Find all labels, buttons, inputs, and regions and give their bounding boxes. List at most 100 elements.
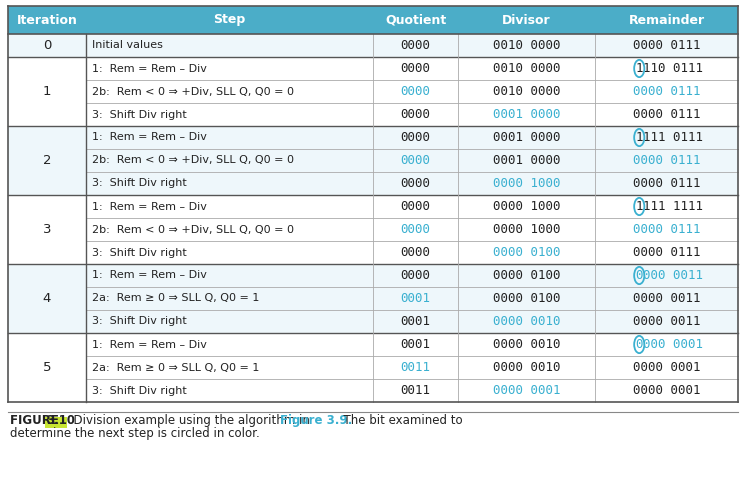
Text: 2b:  Rem < 0 ⇒ +Div, SLL Q, Q0 = 0: 2b: Rem < 0 ⇒ +Div, SLL Q, Q0 = 0 xyxy=(92,225,294,235)
Bar xyxy=(8,195,738,218)
Text: 0000 0100: 0000 0100 xyxy=(493,292,560,305)
Text: 0000: 0000 xyxy=(401,85,430,98)
Text: 3:  Shift Div right: 3: Shift Div right xyxy=(92,109,186,119)
Text: 0010 0000: 0010 0000 xyxy=(493,85,560,98)
Text: 110 0111: 110 0111 xyxy=(642,62,703,75)
Text: Iteration: Iteration xyxy=(16,13,78,27)
Text: Division example using the algorithm in: Division example using the algorithm in xyxy=(66,414,314,427)
Text: 000 0011: 000 0011 xyxy=(642,269,703,282)
Text: 1:  Rem = Rem – Div: 1: Rem = Rem – Div xyxy=(92,201,207,211)
Text: 3:  Shift Div right: 3: Shift Div right xyxy=(92,316,186,327)
Text: 0000: 0000 xyxy=(401,177,430,190)
Text: 1:  Rem = Rem – Div: 1: Rem = Rem – Div xyxy=(92,340,207,349)
Text: 4: 4 xyxy=(43,292,51,305)
Text: 0000: 0000 xyxy=(401,131,430,144)
Text: 0000 0001: 0000 0001 xyxy=(633,384,700,397)
Text: Step: Step xyxy=(213,13,245,27)
Bar xyxy=(8,172,738,195)
Text: 0000 0100: 0000 0100 xyxy=(493,246,560,259)
Text: 0000: 0000 xyxy=(401,108,430,121)
Bar xyxy=(8,80,738,103)
Text: 0000: 0000 xyxy=(401,200,430,213)
Bar xyxy=(8,6,738,34)
Bar xyxy=(8,34,738,57)
Text: 0000 0111: 0000 0111 xyxy=(633,154,700,167)
Text: 0: 0 xyxy=(636,338,643,351)
Text: 3:  Shift Div right: 3: Shift Div right xyxy=(92,179,186,189)
Text: Initial values: Initial values xyxy=(92,41,163,50)
Text: 0000 0100: 0000 0100 xyxy=(493,269,560,282)
Text: 3.10: 3.10 xyxy=(46,414,75,427)
Text: 2: 2 xyxy=(43,154,51,167)
Text: Divisor: Divisor xyxy=(502,13,551,27)
Text: 0000 1000: 0000 1000 xyxy=(493,200,560,213)
Text: 0011: 0011 xyxy=(401,361,430,374)
Text: 0000: 0000 xyxy=(401,223,430,236)
Text: 1: 1 xyxy=(636,131,643,144)
Bar xyxy=(8,310,738,333)
Text: 0000 0011: 0000 0011 xyxy=(633,315,700,328)
Text: 3:  Shift Div right: 3: Shift Div right xyxy=(92,386,186,396)
Bar xyxy=(8,126,738,149)
Text: 0001 0000: 0001 0000 xyxy=(493,131,560,144)
Text: 0001: 0001 xyxy=(401,338,430,351)
Text: 0000: 0000 xyxy=(401,246,430,259)
Text: 2b:  Rem < 0 ⇒ +Div, SLL Q, Q0 = 0: 2b: Rem < 0 ⇒ +Div, SLL Q, Q0 = 0 xyxy=(92,87,294,97)
Bar xyxy=(45,417,67,428)
Text: 0: 0 xyxy=(43,39,51,52)
Text: The bit examined to: The bit examined to xyxy=(336,414,463,427)
Text: 1: 1 xyxy=(636,200,643,213)
Text: 111 1111: 111 1111 xyxy=(642,200,703,213)
Text: 111 0111: 111 0111 xyxy=(642,131,703,144)
Text: 0000: 0000 xyxy=(401,154,430,167)
Text: Figure 3.9.: Figure 3.9. xyxy=(280,414,353,427)
Text: 0000 0001: 0000 0001 xyxy=(633,361,700,374)
Text: 2b:  Rem < 0 ⇒ +Div, SLL Q, Q0 = 0: 2b: Rem < 0 ⇒ +Div, SLL Q, Q0 = 0 xyxy=(92,155,294,165)
Text: 0000 0111: 0000 0111 xyxy=(633,85,700,98)
Text: 0001: 0001 xyxy=(401,315,430,328)
Text: 0001 0000: 0001 0000 xyxy=(493,154,560,167)
Text: determine the next step is circled in color.: determine the next step is circled in co… xyxy=(10,427,260,440)
Text: 3: 3 xyxy=(43,223,51,236)
Text: FIGURE: FIGURE xyxy=(10,414,63,427)
Text: 0000 0010: 0000 0010 xyxy=(493,315,560,328)
Bar xyxy=(8,218,738,241)
Text: 1:  Rem = Rem – Div: 1: Rem = Rem – Div xyxy=(92,133,207,143)
Text: 0000 0010: 0000 0010 xyxy=(493,338,560,351)
Text: 5: 5 xyxy=(43,361,51,374)
Text: 1:  Rem = Rem – Div: 1: Rem = Rem – Div xyxy=(92,63,207,73)
Text: 0000: 0000 xyxy=(401,62,430,75)
Bar xyxy=(8,103,738,126)
Text: 0011: 0011 xyxy=(401,384,430,397)
Text: 0000 0001: 0000 0001 xyxy=(493,384,560,397)
Text: 2a:  Rem ≥ 0 ⇒ SLL Q, Q0 = 1: 2a: Rem ≥ 0 ⇒ SLL Q, Q0 = 1 xyxy=(92,362,260,373)
Text: 0000 0111: 0000 0111 xyxy=(633,223,700,236)
Text: 0000 0010: 0000 0010 xyxy=(493,361,560,374)
Text: 000 0001: 000 0001 xyxy=(642,338,703,351)
Text: 0000: 0000 xyxy=(401,269,430,282)
Text: 0000 0111: 0000 0111 xyxy=(633,246,700,259)
Text: 0000 0111: 0000 0111 xyxy=(633,108,700,121)
Text: 2a:  Rem ≥ 0 ⇒ SLL Q, Q0 = 1: 2a: Rem ≥ 0 ⇒ SLL Q, Q0 = 1 xyxy=(92,294,260,303)
Text: 3:  Shift Div right: 3: Shift Div right xyxy=(92,248,186,257)
Text: 0000 0011: 0000 0011 xyxy=(633,292,700,305)
Bar xyxy=(8,333,738,356)
Text: Quotient: Quotient xyxy=(385,13,446,27)
Text: 0010 0000: 0010 0000 xyxy=(493,39,560,52)
Text: 0001 0000: 0001 0000 xyxy=(493,108,560,121)
Text: 0000 1000: 0000 1000 xyxy=(493,223,560,236)
Text: 0: 0 xyxy=(636,269,643,282)
Text: Remainder: Remainder xyxy=(628,13,704,27)
Bar xyxy=(8,356,738,379)
Text: 1: 1 xyxy=(636,62,643,75)
Text: 0010 0000: 0010 0000 xyxy=(493,62,560,75)
Text: 1:  Rem = Rem – Div: 1: Rem = Rem – Div xyxy=(92,270,207,281)
Text: 0000 0111: 0000 0111 xyxy=(633,177,700,190)
Bar xyxy=(8,241,738,264)
Bar xyxy=(8,287,738,310)
Bar xyxy=(8,379,738,402)
Text: 0000 0111: 0000 0111 xyxy=(633,39,700,52)
Text: 0001: 0001 xyxy=(401,292,430,305)
Bar xyxy=(8,264,738,287)
Bar xyxy=(8,57,738,80)
